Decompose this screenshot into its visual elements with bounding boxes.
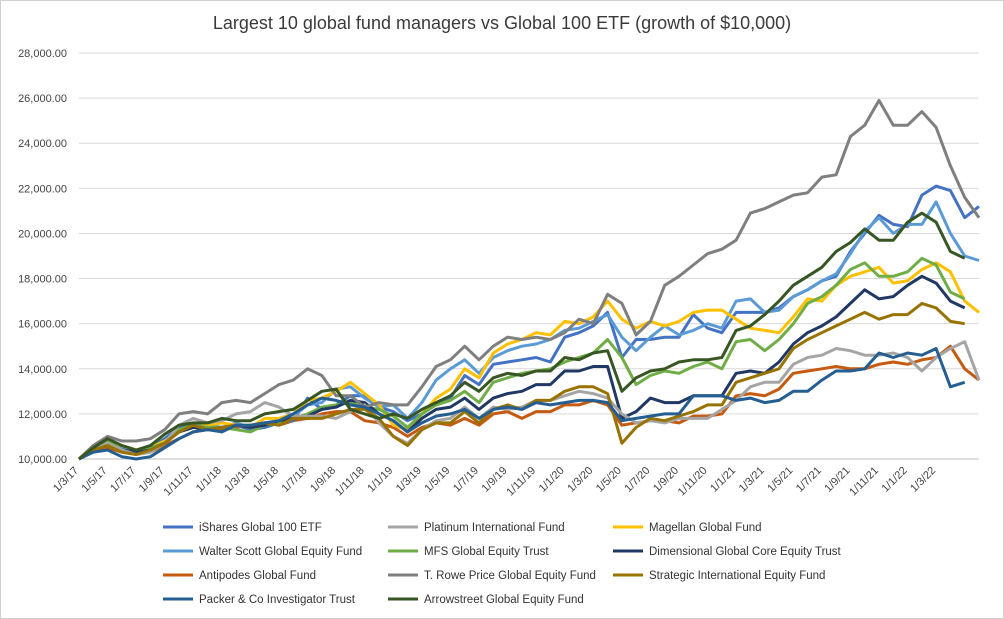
y-tick-label: 26,000.00 — [18, 93, 67, 105]
legend-label: Magellan Global Fund — [649, 522, 762, 534]
series-lines — [77, 98, 981, 461]
x-tick-label: 1/7/17 — [108, 465, 138, 495]
y-tick-label: 16,000.00 — [18, 319, 67, 331]
series-line — [77, 98, 981, 461]
legend-label: Platinum International Fund — [424, 522, 565, 534]
x-tick-label: 1/11/21 — [847, 465, 881, 499]
x-tick-label: 1/11/20 — [676, 465, 710, 499]
legend-label: Dimensional Global Core Equity Trust — [649, 546, 842, 558]
y-tick-label: 10,000.00 — [18, 454, 67, 466]
y-tick-label: 20,000.00 — [18, 228, 67, 240]
series-line — [78, 347, 966, 461]
legend-label: Antipodes Global Fund — [199, 570, 316, 582]
y-axis: 10,000.00 12,000.00 14,000.00 16,000.00 18,0… — [18, 48, 67, 466]
legend-label: Packer & Co Investigator Trust — [199, 594, 356, 606]
x-tick-label: 1/5/19 — [422, 465, 452, 495]
x-tick-label: 1/5/21 — [765, 465, 795, 495]
chart-title: Largest 10 global fund managers vs Globa… — [213, 13, 791, 33]
x-tick-label: 1/1/18 — [194, 465, 224, 495]
series-line — [78, 301, 965, 461]
x-tick-label: 1/7/21 — [794, 465, 824, 495]
x-tick-label: 1/3/19 — [394, 465, 424, 495]
x-tick-label: 1/3/22 — [908, 465, 938, 495]
legend-label: MFS Global Equity Trust — [424, 546, 549, 558]
grid-lines — [79, 52, 979, 460]
legend: iShares Global 100 ETF Platinum Internati… — [163, 522, 842, 606]
x-tick-label: 1/11/18 — [333, 465, 367, 499]
x-tick-label: 1/7/19 — [451, 465, 481, 495]
x-tick-label: 1/11/19 — [504, 465, 538, 499]
legend-label: iShares Global 100 ETF — [199, 522, 322, 534]
x-tick-label: 1/1/19 — [365, 465, 395, 495]
x-tick-label: 1/3/20 — [565, 465, 595, 495]
series-line — [77, 261, 980, 461]
legend-label: Walter Scott Global Equity Fund — [199, 546, 362, 558]
x-tick-label: 1/3/21 — [737, 465, 767, 495]
y-tick-label: 18,000.00 — [18, 274, 67, 286]
x-tick-label: 1/1/21 — [708, 465, 738, 495]
x-tick-label: 1/3/17 — [51, 465, 81, 495]
y-tick-label: 28,000.00 — [18, 48, 67, 60]
x-tick-label: 1/1/22 — [880, 465, 910, 495]
x-tick-label: 1/5/18 — [251, 465, 281, 495]
x-tick-label: 1/3/18 — [222, 465, 252, 495]
y-tick-label: 22,000.00 — [18, 183, 67, 195]
series-line — [78, 211, 966, 461]
legend-label: T. Rowe Price Global Equity Fund — [424, 570, 596, 582]
x-tick-label: 1/1/20 — [537, 465, 567, 495]
x-tick-label: 1/7/20 — [622, 465, 652, 495]
y-tick-label: 24,000.00 — [18, 138, 67, 150]
legend-label: Strategic International Equity Fund — [649, 570, 825, 582]
y-tick-label: 14,000.00 — [18, 364, 67, 376]
x-axis: 1/3/171/5/171/7/171/9/171/11/171/1/181/3… — [51, 465, 938, 499]
x-tick-label: 1/11/17 — [162, 465, 196, 499]
x-tick-label: 1/5/17 — [80, 465, 110, 495]
legend-label: Arrowstreet Global Equity Fund — [424, 594, 584, 606]
y-tick-label: 12,000.00 — [18, 409, 67, 421]
x-tick-label: 1/7/18 — [280, 465, 310, 495]
x-tick-label: 1/5/20 — [594, 465, 624, 495]
